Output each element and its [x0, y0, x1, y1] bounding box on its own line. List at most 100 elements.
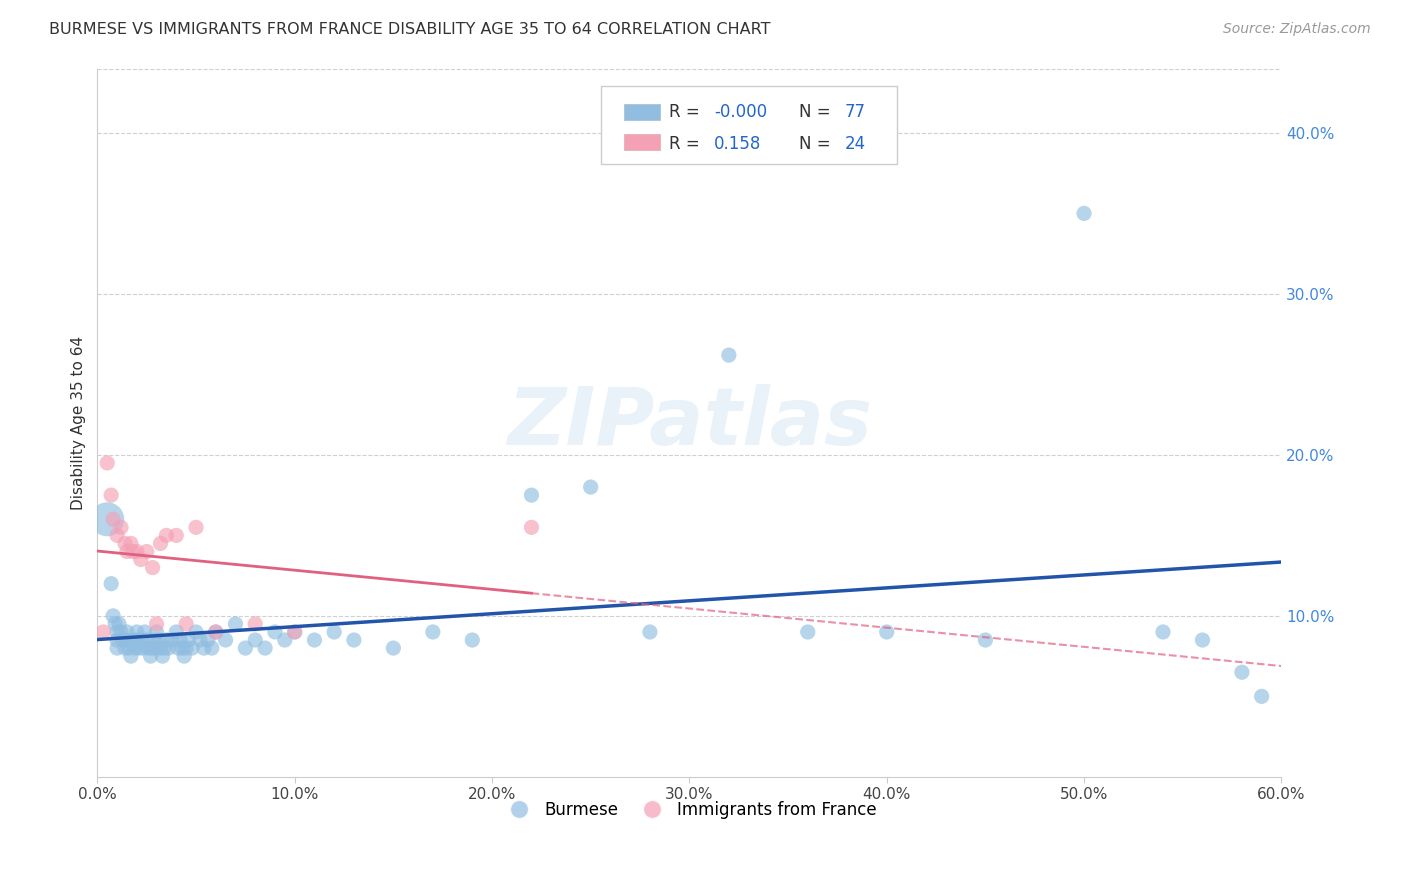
Point: [96, 512, 118, 526]
Point: [638, 624, 661, 639]
Point: [177, 633, 200, 648]
Point: [128, 641, 150, 656]
Point: [162, 633, 184, 648]
Point: [214, 633, 236, 648]
Point: [304, 633, 326, 648]
Point: [264, 624, 287, 639]
Text: R =: R =: [669, 136, 706, 153]
Point: [115, 633, 138, 648]
Point: [1191, 633, 1213, 648]
Text: R =: R =: [669, 103, 706, 121]
Point: [245, 633, 267, 648]
Point: [520, 520, 543, 534]
Point: [114, 641, 136, 656]
Point: [1230, 665, 1253, 680]
Point: [153, 641, 176, 656]
Point: [125, 624, 148, 639]
Point: [284, 624, 307, 639]
Point: [157, 641, 180, 656]
Point: [204, 624, 226, 639]
Point: [181, 641, 204, 656]
Y-axis label: Disability Age 35 to 64: Disability Age 35 to 64: [72, 335, 86, 509]
Point: [343, 633, 366, 648]
Point: [173, 649, 195, 664]
Point: [193, 641, 215, 656]
Point: [152, 649, 174, 664]
Point: [104, 616, 127, 631]
Point: [120, 536, 142, 550]
Point: [115, 544, 138, 558]
Point: [105, 528, 128, 542]
FancyBboxPatch shape: [624, 104, 659, 120]
Text: ZIPatlas: ZIPatlas: [508, 384, 872, 462]
Point: [129, 633, 152, 648]
Point: [174, 641, 197, 656]
Point: [118, 641, 141, 656]
Point: [96, 456, 118, 470]
Point: [197, 633, 219, 648]
Point: [224, 616, 246, 631]
Point: [100, 488, 122, 502]
Point: [125, 544, 148, 558]
FancyBboxPatch shape: [624, 134, 659, 150]
Point: [105, 641, 128, 656]
Text: 0.158: 0.158: [714, 136, 762, 153]
Point: [122, 544, 145, 558]
Point: [110, 520, 132, 534]
Text: BURMESE VS IMMIGRANTS FROM FRANCE DISABILITY AGE 35 TO 64 CORRELATION CHART: BURMESE VS IMMIGRANTS FROM FRANCE DISABI…: [49, 22, 770, 37]
Point: [149, 641, 172, 656]
Point: [110, 624, 132, 639]
Point: [155, 633, 177, 648]
Point: [284, 624, 307, 639]
Point: [235, 641, 257, 656]
Point: [461, 633, 484, 648]
Point: [245, 616, 267, 631]
Point: [111, 633, 134, 648]
Point: [254, 641, 277, 656]
Point: [143, 633, 166, 648]
Point: [100, 576, 122, 591]
Point: [132, 641, 155, 656]
Point: [148, 633, 170, 648]
Point: [165, 624, 187, 639]
Point: [165, 528, 187, 542]
Point: [876, 624, 898, 639]
Text: Source: ZipAtlas.com: Source: ZipAtlas.com: [1223, 22, 1371, 37]
Point: [1152, 624, 1174, 639]
Point: [579, 480, 602, 494]
FancyBboxPatch shape: [600, 87, 897, 164]
Point: [323, 624, 346, 639]
Point: [274, 633, 297, 648]
Point: [422, 624, 444, 639]
Point: [184, 520, 207, 534]
Point: [174, 616, 197, 631]
Text: -0.000: -0.000: [714, 103, 768, 121]
Point: [115, 624, 138, 639]
Point: [520, 488, 543, 502]
Point: [124, 641, 146, 656]
Point: [101, 512, 124, 526]
Legend: Burmese, Immigrants from France: Burmese, Immigrants from France: [496, 794, 883, 825]
Point: [167, 641, 190, 656]
Point: [142, 560, 165, 574]
Point: [108, 616, 131, 631]
Point: [717, 348, 740, 362]
Point: [105, 624, 128, 639]
Point: [139, 649, 162, 664]
Point: [155, 528, 177, 542]
Point: [1073, 206, 1095, 220]
Point: [129, 552, 152, 566]
Point: [169, 633, 191, 648]
Point: [122, 633, 145, 648]
Point: [797, 624, 820, 639]
Point: [1250, 690, 1272, 704]
Point: [138, 641, 160, 656]
Point: [134, 624, 156, 639]
Point: [135, 544, 157, 558]
Point: [145, 616, 167, 631]
Point: [91, 624, 114, 639]
Point: [149, 536, 172, 550]
Point: [145, 624, 167, 639]
Point: [382, 641, 405, 656]
Point: [172, 641, 194, 656]
